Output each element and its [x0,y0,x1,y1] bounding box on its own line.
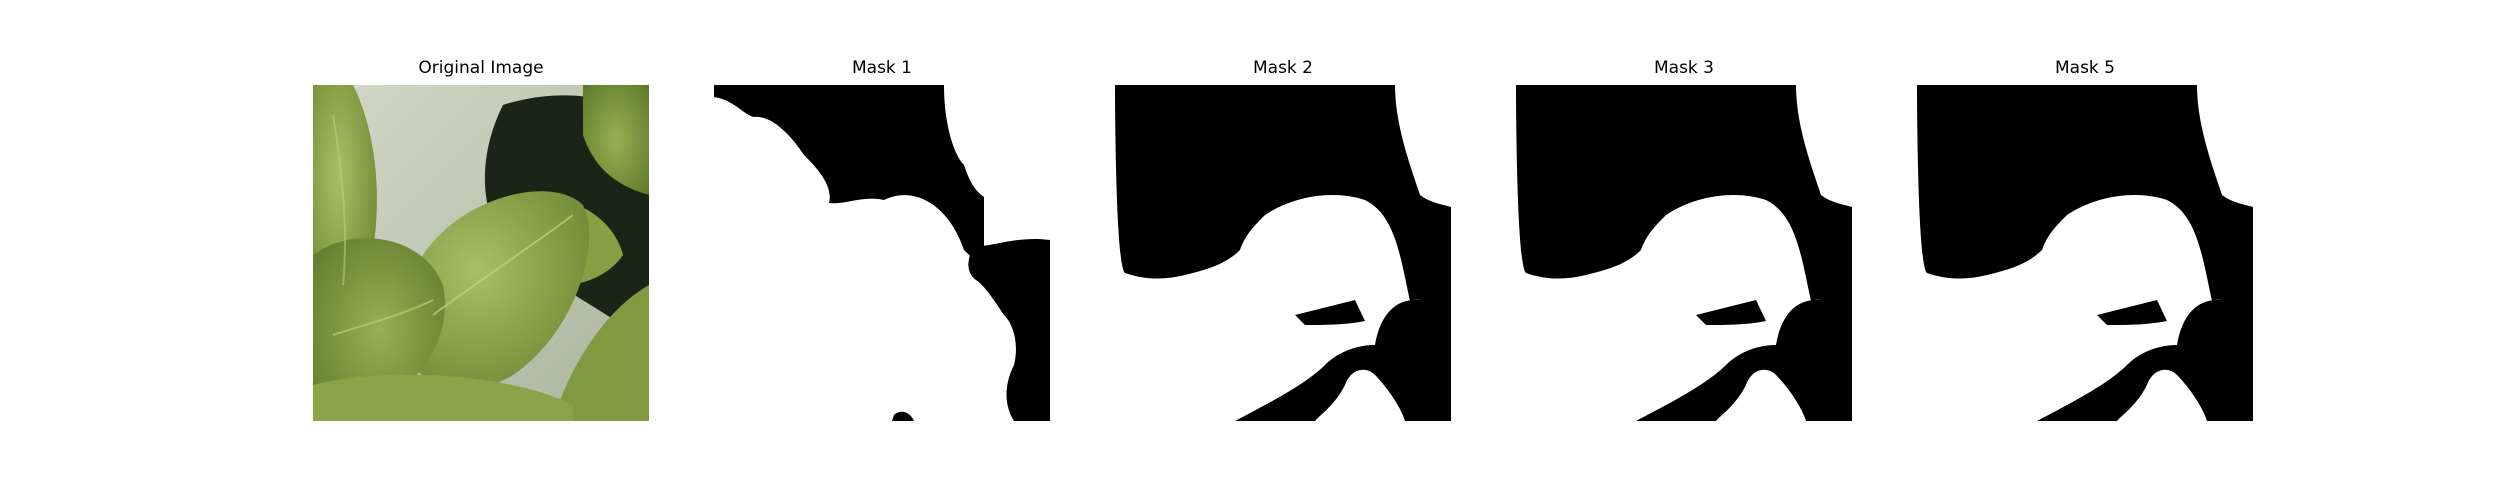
panel-title-original-image: Original Image [418,58,544,78]
original-image [313,85,649,421]
panel-title-mask-2: Mask 2 [1252,58,1313,78]
panel-title-mask-5: Mask 5 [2054,58,2115,78]
panel-title-mask-3: Mask 3 [1653,58,1714,78]
mask-5 [1917,85,2253,421]
mask-1 [714,85,1050,421]
mask-2 [1115,85,1451,421]
mask-3 [1516,85,1852,421]
panel-title-mask-1: Mask 1 [851,58,912,78]
